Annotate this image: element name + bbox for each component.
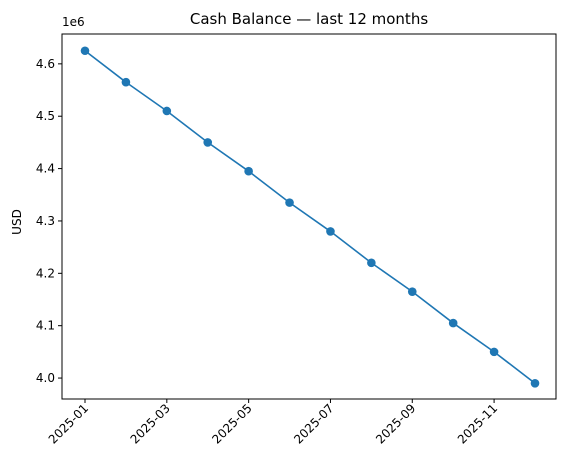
y-tick-label: 4.2 xyxy=(36,266,55,280)
x-tick-label: 2025-05 xyxy=(209,401,254,446)
data-point xyxy=(407,287,417,296)
data-point xyxy=(244,166,253,176)
plot-area: 4.0 4.1 4.2 4.3 4.4 4.5 4.6 2025-01 2025-03 2025-… xyxy=(36,46,540,447)
data-point xyxy=(367,258,376,268)
y-tick-label: 4.0 xyxy=(36,371,55,385)
y-tick-label: 4.4 xyxy=(36,162,55,176)
y-tick-label: 4.5 xyxy=(36,109,55,123)
data-point xyxy=(162,106,172,116)
y-axis-label: USD xyxy=(10,209,24,235)
data-point xyxy=(203,138,213,147)
data-point xyxy=(530,378,540,388)
data-point xyxy=(326,227,335,236)
x-tick-label: 2025-03 xyxy=(128,401,173,446)
data-point xyxy=(448,318,458,328)
y-tick-label: 4.1 xyxy=(36,319,55,333)
y-tick-label: 4.6 xyxy=(36,57,55,71)
plot-frame xyxy=(61,33,557,400)
data-point xyxy=(80,46,90,56)
data-point xyxy=(489,347,499,357)
x-tick-label: 2025-11 xyxy=(455,401,500,446)
data-point xyxy=(285,198,294,207)
x-tick-label: 2025-07 xyxy=(291,401,336,446)
y-tick-label: 4.3 xyxy=(36,214,55,228)
x-tick-label: 2025-09 xyxy=(373,401,418,446)
chart-title: Cash Balance — last 12 months xyxy=(190,10,428,28)
x-tick-label: 2025-01 xyxy=(46,401,91,446)
y-offset-label: 1e6 xyxy=(62,15,85,29)
data-point xyxy=(121,77,131,87)
series-line xyxy=(84,50,536,384)
